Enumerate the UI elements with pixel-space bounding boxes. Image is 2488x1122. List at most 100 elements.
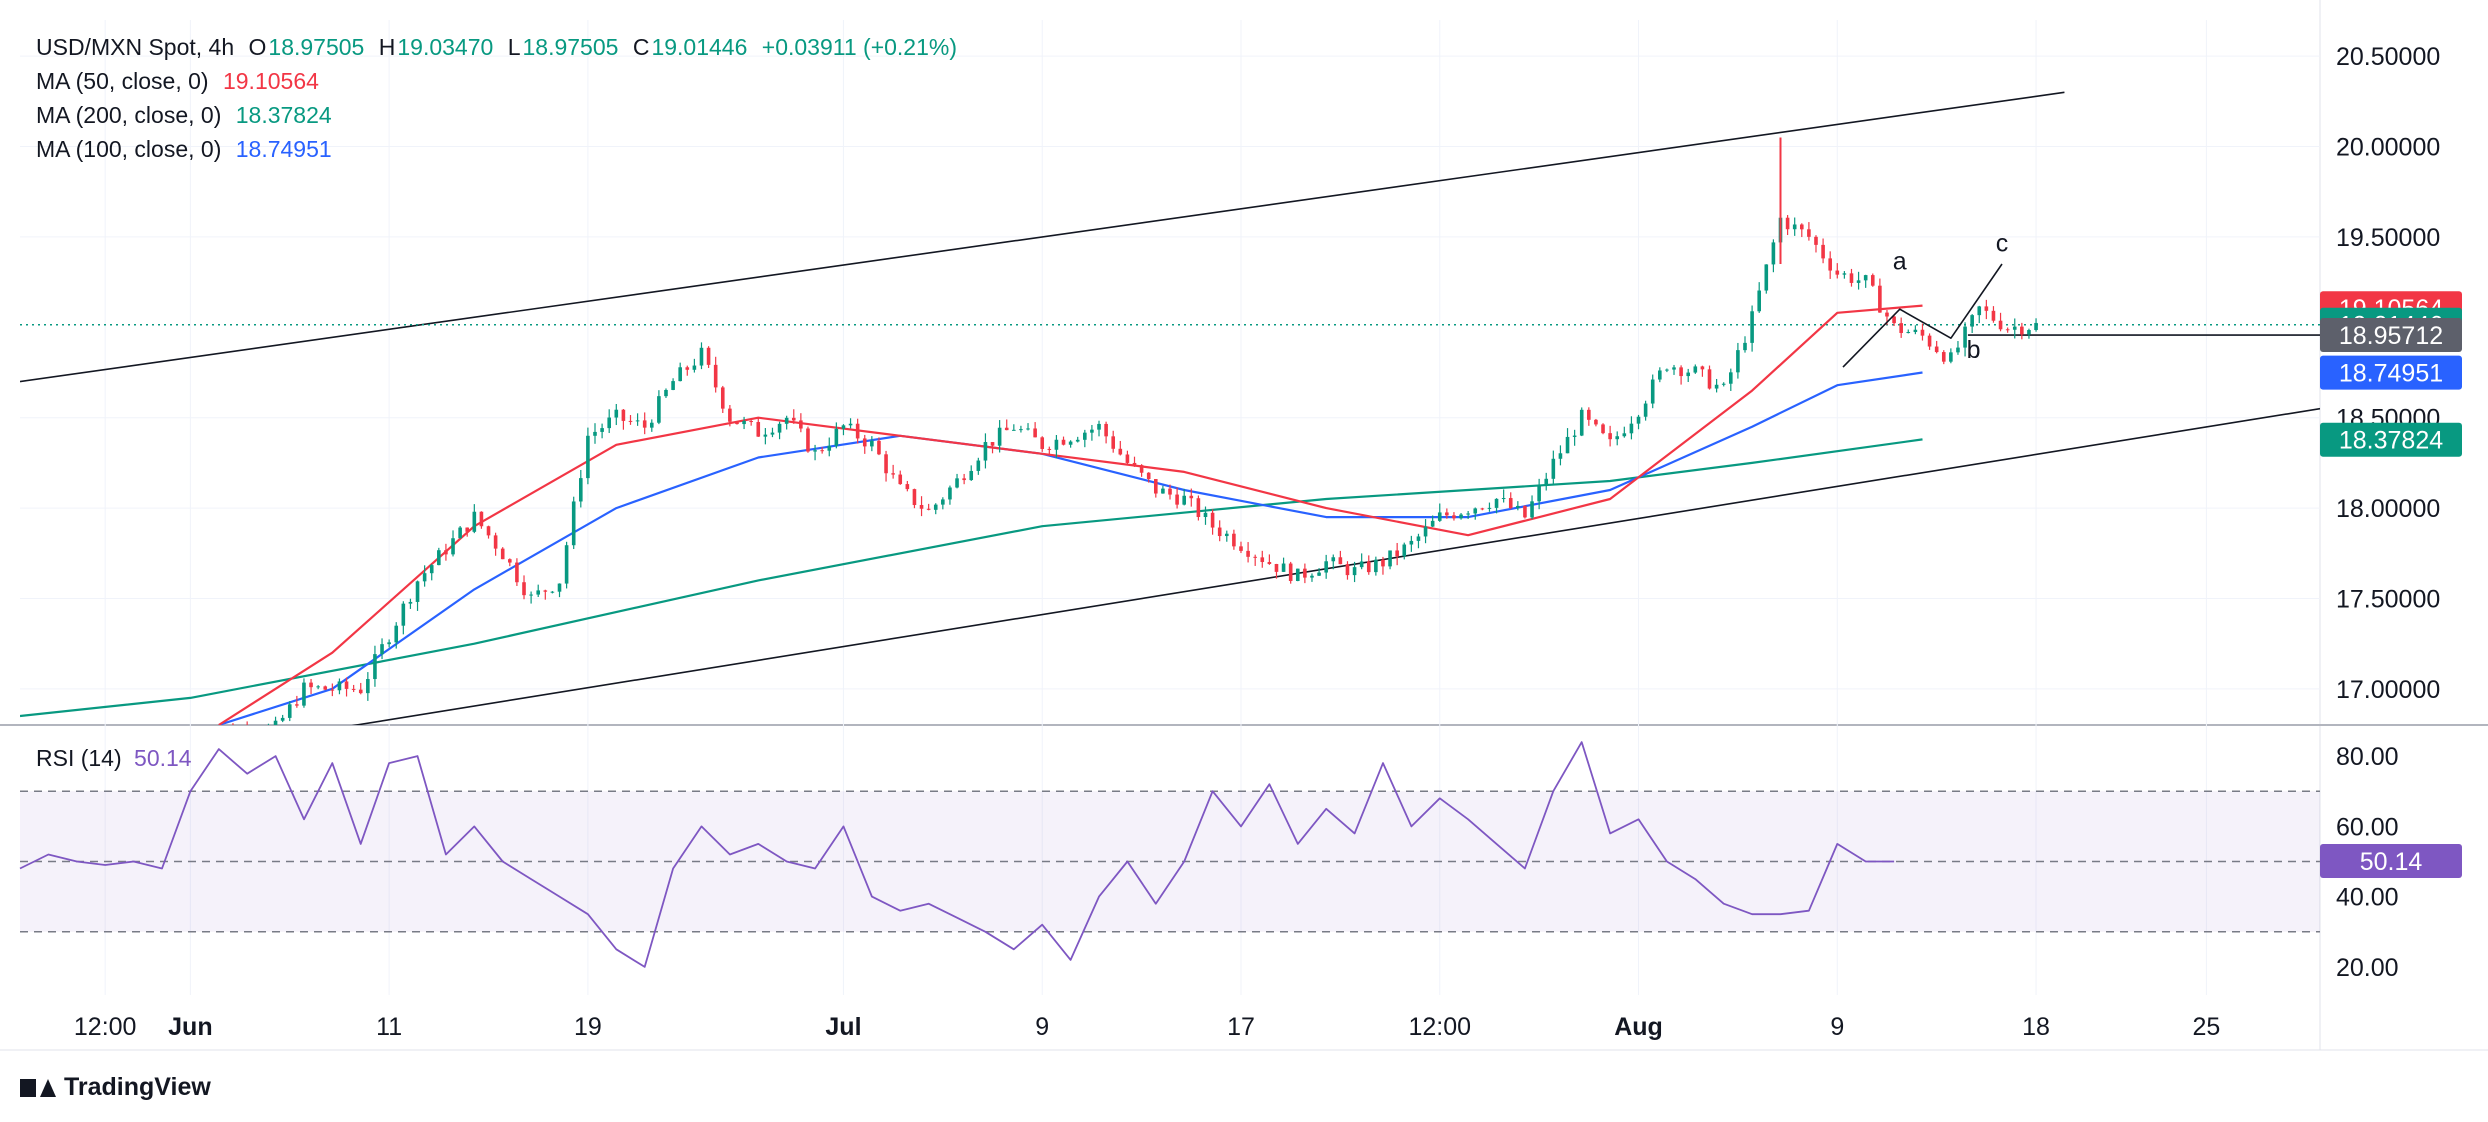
- candle-body: [1863, 275, 1868, 281]
- candle: [1608, 425, 1612, 447]
- candle: [586, 427, 590, 485]
- candle: [1601, 423, 1605, 435]
- candle: [465, 527, 470, 537]
- candle-body: [799, 420, 803, 429]
- candle: [358, 682, 363, 695]
- price-axis[interactable]: 20.5000020.0000019.5000018.5000018.00000…: [2336, 43, 2440, 982]
- candle: [316, 685, 320, 690]
- candle: [990, 442, 995, 454]
- candle: [380, 638, 384, 660]
- candle: [1168, 484, 1172, 500]
- candle: [422, 565, 427, 587]
- candle: [926, 503, 931, 511]
- low-label: L: [507, 34, 521, 60]
- candle-body: [955, 478, 959, 488]
- time-tick-label: 9: [1035, 1013, 1049, 1041]
- time-axis[interactable]: 12:00 Jun 11 19 Jul 9 17 12:00 Aug 9 18 25: [74, 1013, 2220, 1041]
- candle: [1303, 563, 1307, 584]
- price-tag-box: [2320, 318, 2462, 353]
- candle: [784, 415, 789, 430]
- candle: [713, 356, 718, 393]
- candle-body: [1665, 369, 1669, 371]
- candle: [451, 530, 455, 557]
- candle: [1814, 235, 1818, 253]
- open-label: O: [248, 34, 267, 60]
- candle-body: [351, 688, 356, 690]
- candle-body: [1615, 436, 1620, 440]
- candle-body: [500, 548, 505, 560]
- candle-body: [1452, 515, 1456, 519]
- trend-channel[interactable]: [20, 91, 2320, 779]
- candle-body: [394, 625, 399, 643]
- candle: [1054, 434, 1059, 459]
- candle-body: [1643, 403, 1648, 417]
- candle-body: [1544, 478, 1549, 486]
- candle-body: [1636, 416, 1641, 424]
- candle-body: [1572, 435, 1577, 437]
- candle: [1934, 340, 1939, 354]
- candle-body: [2027, 330, 2031, 335]
- candle-body: [1899, 323, 1903, 333]
- candle-body: [635, 420, 640, 422]
- ma100-legend[interactable]: MA (100, close, 0) 18.74951: [36, 136, 340, 163]
- candle: [515, 558, 519, 586]
- symbol-legend: USD/MXN Spot, 4h O18.97505 H19.03470 L18…: [36, 34, 965, 61]
- candle-body: [273, 720, 278, 725]
- candle-body: [1849, 273, 1854, 283]
- candle-body: [1700, 366, 1705, 370]
- tradingview-brand[interactable]: TradingView: [20, 1073, 211, 1102]
- time-tick-label: Aug: [1614, 1013, 1663, 1041]
- candle-body: [1650, 379, 1655, 404]
- price-tick-label: 17.50000: [2336, 585, 2440, 613]
- candle: [373, 645, 377, 687]
- candle-body: [1274, 563, 1279, 572]
- price-tag-box: [2320, 355, 2462, 390]
- candle: [983, 433, 988, 469]
- candle-body: [1736, 350, 1740, 373]
- candle-body: [1558, 453, 1563, 459]
- rsi-line: [19, 741, 1895, 968]
- candle-body: [1125, 454, 1130, 463]
- candle-body: [1189, 495, 1194, 499]
- candle: [621, 409, 626, 430]
- candle: [1835, 263, 1840, 279]
- candle-body: [586, 435, 590, 479]
- candle: [1416, 533, 1421, 549]
- candle-body: [267, 726, 271, 734]
- candle: [877, 437, 881, 456]
- candle-body: [1068, 441, 1073, 445]
- ma50-legend[interactable]: MA (50, close, 0) 19.10564: [36, 68, 327, 95]
- candle-body: [699, 347, 704, 366]
- candle-body: [238, 730, 242, 736]
- symbol-title[interactable]: USD/MXN Spot, 4h: [36, 34, 235, 60]
- candle: [870, 436, 874, 452]
- candle: [1338, 550, 1343, 565]
- candle: [1799, 223, 1804, 238]
- candle-body: [337, 681, 342, 691]
- candle: [657, 390, 661, 425]
- candle-body: [1792, 224, 1797, 230]
- candle-body: [1508, 498, 1513, 509]
- wave-annotation[interactable]: a b c: [1842, 229, 2008, 368]
- candle: [1104, 421, 1108, 444]
- candle-body: [1878, 285, 1882, 313]
- candle: [280, 714, 285, 723]
- candle-body: [1040, 437, 1045, 449]
- candle: [1523, 505, 1527, 519]
- candle-body: [884, 454, 888, 474]
- candle: [217, 731, 221, 746]
- rsi-legend[interactable]: RSI (14) 50.14: [36, 745, 192, 772]
- ma200-legend[interactable]: MA (200, close, 0) 18.37824: [36, 102, 340, 129]
- candle: [1729, 368, 1733, 391]
- candle: [437, 547, 441, 566]
- candle-body: [997, 427, 1002, 446]
- candle: [735, 421, 739, 425]
- candle-body: [948, 487, 952, 500]
- candle-body: [543, 590, 548, 592]
- candle: [1700, 365, 1705, 377]
- candle: [1466, 510, 1470, 519]
- candle-body: [515, 562, 519, 583]
- candle-body: [1551, 458, 1556, 479]
- low-value: 18.97505: [522, 34, 619, 60]
